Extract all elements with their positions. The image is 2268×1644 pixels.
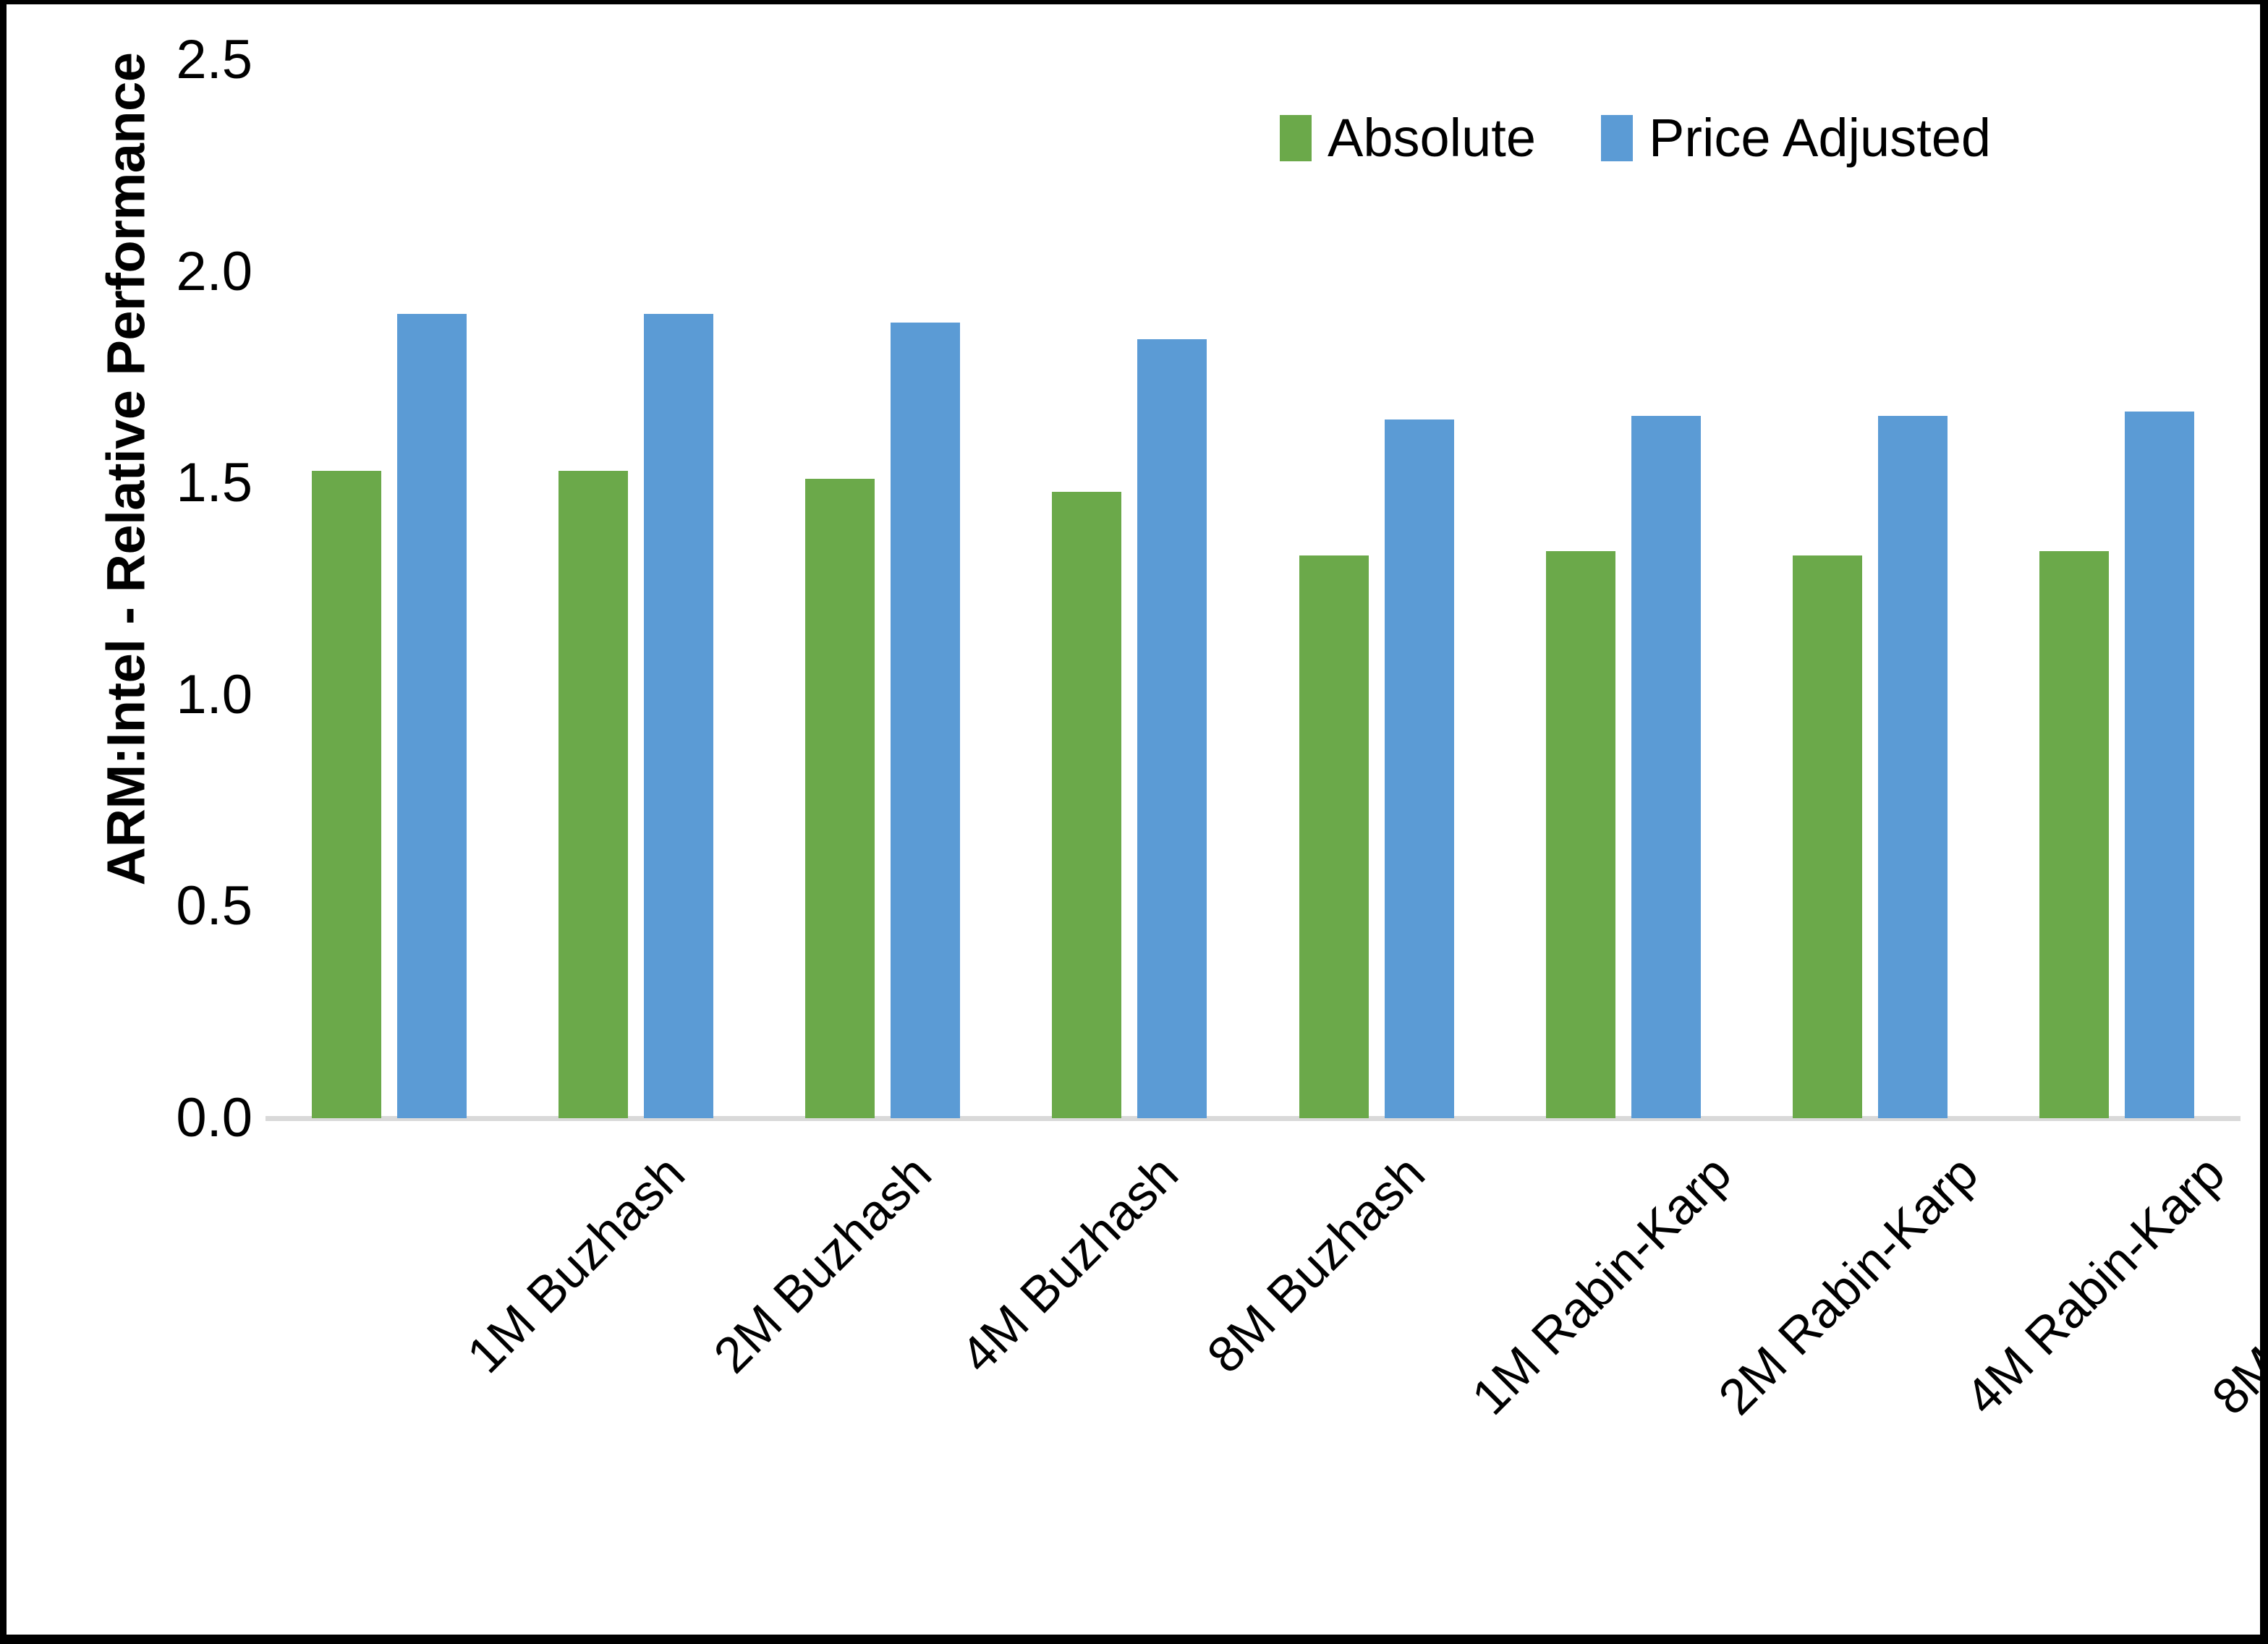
legend-entry[interactable]: Absolute <box>1280 111 1536 165</box>
bar[interactable] <box>805 479 875 1118</box>
y-tick-label: 2.5 <box>176 29 252 90</box>
bar[interactable] <box>2039 550 2110 1118</box>
plot-area <box>266 60 2241 1121</box>
bar-group <box>1500 60 1746 1118</box>
bar-groups <box>266 60 2241 1118</box>
x-axis-line <box>266 1116 2241 1121</box>
x-label-cell: 1M Buzhash <box>266 1130 695 1506</box>
legend-swatch-icon <box>1600 115 1633 161</box>
bar-group <box>1747 60 1994 1118</box>
bar[interactable] <box>1878 415 1948 1118</box>
x-label-cell: 8M Rabin-Karp <box>1994 1130 2268 1506</box>
bar-group <box>760 60 1006 1118</box>
bar[interactable] <box>1052 491 1122 1118</box>
bar[interactable] <box>1631 415 1701 1118</box>
bar-group <box>266 60 512 1118</box>
bar[interactable] <box>891 322 961 1118</box>
bar[interactable] <box>311 470 381 1118</box>
x-axis-tick-label: 8M Rabin-Karp <box>2201 1144 2268 1426</box>
legend-entry[interactable]: Price Adjusted <box>1600 108 1992 168</box>
x-axis-labels: 1M Buzhash 2M Buzhash 4M Buzhash 8M Buzhash… <box>266 1130 2268 1506</box>
bar[interactable] <box>2125 411 2195 1118</box>
bar-group <box>1994 60 2241 1118</box>
x-label-cell: 2M Buzhash <box>512 1130 942 1506</box>
bar[interactable] <box>1793 555 1863 1118</box>
bar-group <box>512 60 759 1118</box>
y-tick-label: 0.5 <box>176 875 252 937</box>
bar[interactable] <box>1545 550 1615 1118</box>
bar-chart: ARM:Intel - Relative Performance 2.5 2.0 1… <box>7 4 2268 1635</box>
y-tick-label: 2.0 <box>176 240 252 302</box>
y-tick-label: 1.0 <box>176 663 252 725</box>
x-label-cell: 1M Rabin-Karp <box>1253 1130 1741 1506</box>
x-label-cell: 4M Rabin-Karp <box>1747 1130 2235 1506</box>
y-tick-label: 0.0 <box>176 1087 252 1149</box>
x-label-cell: 8M Buzhash <box>1006 1130 1435 1506</box>
bar[interactable] <box>396 314 467 1118</box>
bar[interactable] <box>558 470 628 1118</box>
bar[interactable] <box>1384 419 1454 1118</box>
y-axis-ticks: 2.5 2.0 1.5 1.0 0.5 0.0 <box>93 4 252 1146</box>
y-tick-label: 1.5 <box>176 452 252 514</box>
bar[interactable] <box>1137 339 1207 1118</box>
legend-swatch-icon <box>1280 115 1312 161</box>
legend-label: Absolute <box>1328 108 1536 168</box>
bar[interactable] <box>643 314 713 1118</box>
bar[interactable] <box>1299 555 1369 1118</box>
x-label-cell: 2M Rabin-Karp <box>1500 1130 1988 1506</box>
legend-label: Price Adjusted <box>1648 108 1992 168</box>
chart-legend: Absolute Price Adjusted <box>1280 111 1991 165</box>
x-label-cell: 4M Buzhash <box>760 1130 1189 1506</box>
bar-group <box>1006 60 1253 1118</box>
bar-group <box>1253 60 1500 1118</box>
